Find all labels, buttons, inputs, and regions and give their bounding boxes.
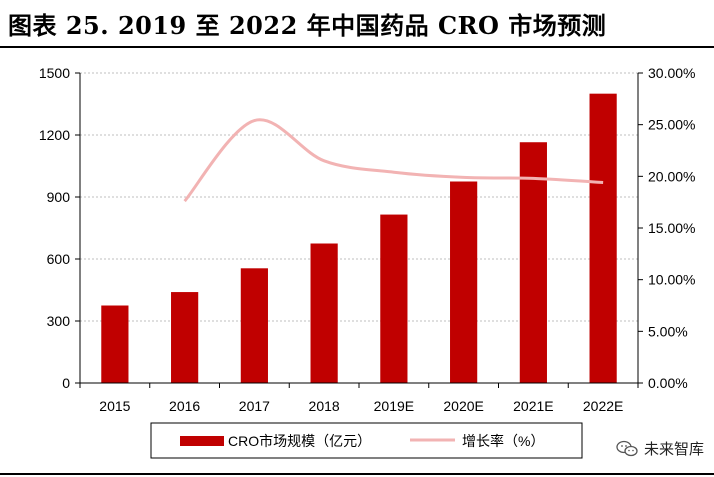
x-tick-label: 2021E	[513, 398, 553, 414]
x-tick-label: 2020E	[443, 398, 483, 414]
y-left-tick-label: 0	[62, 375, 70, 391]
y-left-tick-label: 1500	[39, 65, 70, 81]
bar	[380, 214, 408, 383]
bar	[589, 93, 617, 384]
bar	[519, 142, 547, 383]
legend-line-label: 增长率（%）	[462, 433, 544, 449]
bar	[310, 243, 338, 383]
x-tick-label: 2017	[239, 398, 270, 414]
title-rule	[0, 46, 714, 48]
legend-bar-label: CRO市场规模（亿元）	[228, 433, 371, 449]
y-right-tick-label: 0.00%	[648, 375, 688, 391]
bottom-rule	[0, 473, 714, 475]
y-left-tick-label: 300	[47, 313, 71, 329]
y-right-tick-label: 15.00%	[648, 220, 695, 236]
bar	[240, 268, 268, 383]
x-tick-label: 2018	[309, 398, 340, 414]
growth-rate-line	[183, 118, 604, 203]
bar	[450, 181, 478, 383]
x-tick-label: 2022E	[583, 398, 623, 414]
y-left-tick-label: 900	[47, 189, 71, 205]
legend-bar-swatch	[180, 436, 224, 446]
y-left-tick-label: 1200	[39, 127, 70, 143]
y-right-tick-label: 25.00%	[648, 117, 695, 133]
bar	[171, 292, 199, 383]
y-right-tick-label: 30.00%	[648, 65, 695, 81]
x-tick-label: 2015	[99, 398, 130, 414]
y-right-tick-label: 10.00%	[648, 272, 695, 288]
x-tick-label: 2019E	[374, 398, 414, 414]
watermark-text: 未来智库	[643, 440, 704, 458]
watermark: 未来智库	[616, 438, 704, 459]
y-right-tick-label: 5.00%	[648, 323, 688, 339]
y-left-tick-label: 600	[47, 251, 71, 267]
y-right-tick-label: 20.00%	[648, 168, 695, 184]
x-tick-label: 2016	[169, 398, 200, 414]
chart-title: 图表 25. 2019 至 2022 年中国药品 CRO 市场预测	[8, 11, 607, 40]
wechat-icon	[616, 440, 638, 456]
bar	[101, 305, 129, 383]
